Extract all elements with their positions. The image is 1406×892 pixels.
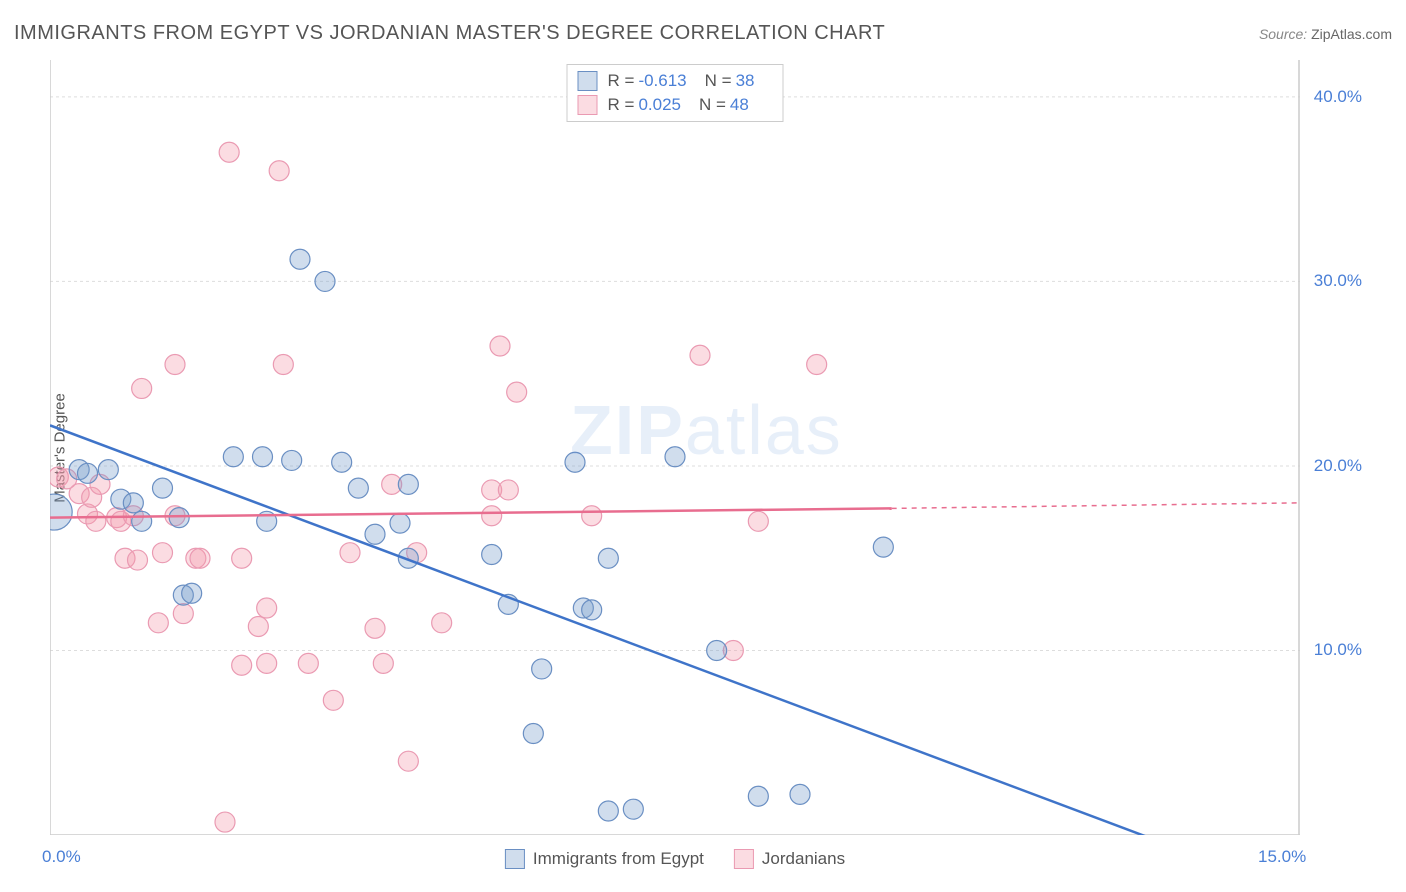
source-value: ZipAtlas.com — [1311, 26, 1392, 42]
x-tick-label: 0.0% — [42, 847, 81, 867]
y-tick-label: 30.0% — [1314, 271, 1362, 291]
legend-row: R =-0.613N =38 — [578, 69, 773, 93]
legend-label: Immigrants from Egypt — [533, 849, 704, 869]
y-tick-label: 20.0% — [1314, 456, 1362, 476]
x-tick-label: 15.0% — [1258, 847, 1306, 867]
y-tick-label: 40.0% — [1314, 87, 1362, 107]
source-label: Source: — [1259, 26, 1307, 42]
legend-item: Jordanians — [734, 849, 845, 869]
series-legend: Immigrants from Egypt Jordanians — [505, 849, 845, 869]
chart-svg — [50, 60, 1300, 835]
swatch-icon — [578, 95, 598, 115]
correlation-legend: R =-0.613N =38 R =0.025N =48 — [567, 64, 784, 122]
header-bar: IMMIGRANTS FROM EGYPT VS JORDANIAN MASTE… — [14, 22, 1392, 45]
swatch-icon — [734, 849, 754, 869]
stat-label: R =-0.613N =38 — [608, 69, 773, 93]
chart-title: IMMIGRANTS FROM EGYPT VS JORDANIAN MASTE… — [14, 22, 885, 45]
swatch-icon — [505, 849, 525, 869]
swatch-icon — [578, 71, 598, 91]
y-tick-label: 10.0% — [1314, 640, 1362, 660]
stat-label: R =0.025N =48 — [608, 93, 767, 117]
legend-label: Jordanians — [762, 849, 845, 869]
legend-row: R =0.025N =48 — [578, 93, 773, 117]
source: Source: ZipAtlas.com — [1259, 26, 1392, 42]
plot-area: Master's Degree R =-0.613N =38 R =0.025N… — [50, 60, 1300, 835]
legend-item: Immigrants from Egypt — [505, 849, 704, 869]
